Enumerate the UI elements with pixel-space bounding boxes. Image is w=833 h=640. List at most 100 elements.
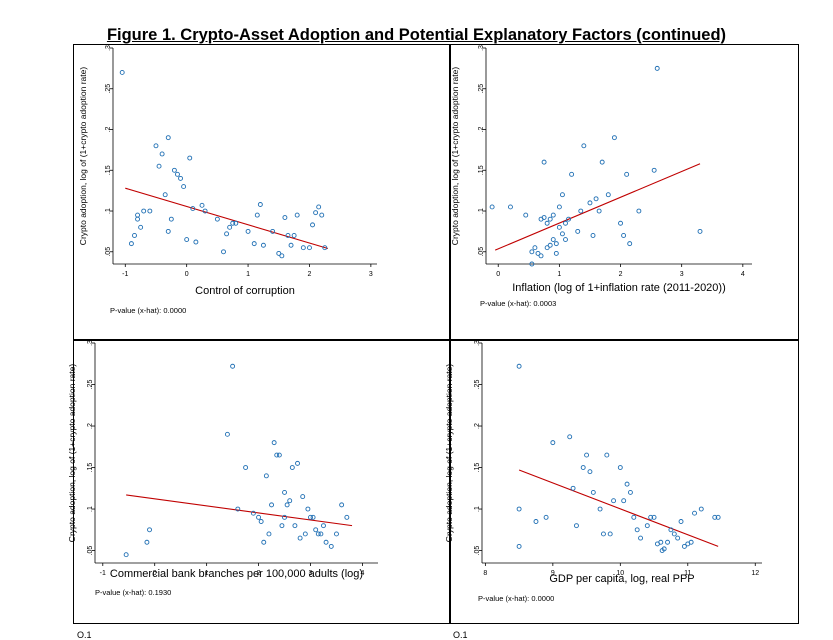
data-point: [607, 531, 613, 537]
data-point: [590, 489, 596, 495]
data-point: [574, 523, 579, 529]
y-tick-label: .05: [474, 546, 481, 556]
data-point: [567, 434, 573, 440]
data-point: [617, 465, 623, 470]
data-point: [245, 228, 251, 234]
y-axis-label: Crypto adoption, log of (1+crypto adopti…: [444, 364, 454, 543]
fit-line: [125, 187, 329, 250]
data-point: [279, 523, 285, 529]
data-point: [593, 196, 599, 202]
data-point: [168, 216, 174, 222]
data-point: [533, 519, 539, 524]
data-point: [307, 245, 312, 251]
y-axis-label: Crypto adoption, log of (1+crypto adopti…: [450, 67, 460, 246]
data-point: [230, 363, 236, 369]
data-point: [221, 249, 226, 255]
panel-frame: [450, 340, 799, 624]
data-point: [295, 460, 300, 466]
data-point: [260, 242, 266, 248]
y-tick-label: .05: [478, 247, 485, 257]
data-point: [543, 514, 549, 520]
data-point: [544, 245, 550, 251]
data-point: [250, 510, 256, 516]
data-point: [271, 440, 277, 446]
data-point: [597, 506, 603, 512]
data-point: [227, 224, 233, 230]
data-point: [233, 220, 239, 226]
x-tick-label: 0: [496, 271, 500, 278]
data-point: [313, 527, 319, 533]
y-tick-label: .15: [105, 165, 112, 175]
data-point: [269, 502, 275, 508]
data-point: [178, 175, 183, 181]
y-tick-label: .1: [474, 506, 481, 512]
y-tick-label: .2: [105, 126, 112, 132]
data-point: [202, 208, 208, 214]
figure-title: Figure 1. Crypto-Asset Adoption and Pote…: [106, 26, 727, 44]
data-point: [282, 514, 287, 520]
y-tick-label: .25: [87, 380, 94, 390]
data-point: [681, 543, 687, 549]
data-point: [544, 220, 550, 226]
y-tick-label: .2: [474, 423, 481, 429]
x-tick-label: 9: [551, 570, 555, 577]
data-point: [600, 531, 606, 537]
data-point: [541, 159, 547, 165]
data-point: [559, 192, 565, 198]
data-point: [300, 245, 306, 251]
data-point: [285, 233, 291, 238]
data-point: [276, 250, 282, 256]
data-point: [697, 228, 703, 234]
data-point: [282, 215, 288, 220]
fit-line: [518, 469, 719, 547]
fit-line: [494, 163, 701, 251]
data-point: [550, 212, 556, 218]
y-tick-label: .15: [474, 463, 481, 473]
data-point: [590, 233, 596, 238]
data-point: [563, 237, 568, 242]
data-point: [547, 216, 553, 222]
data-point: [570, 485, 576, 491]
data-point: [563, 220, 568, 226]
data-point: [230, 220, 236, 226]
chart-panel-3: .05 .1 .15 .2 .25 .3 -1 0 1 2 3 4 Crypto adoption, l…: [67, 340, 378, 597]
data-point: [627, 241, 633, 247]
next-panel-axis-label-left: O.1: [77, 630, 92, 640]
data-point: [147, 208, 153, 214]
data-point: [266, 531, 272, 537]
data-point: [316, 204, 322, 210]
data-point: [627, 489, 633, 495]
data-point: [587, 200, 593, 206]
data-point: [661, 546, 667, 552]
data-point: [294, 212, 300, 218]
x-tick-label: 4: [741, 271, 745, 278]
data-point: [581, 143, 587, 149]
data-point: [270, 228, 276, 234]
data-point: [144, 539, 150, 545]
data-point: [308, 514, 313, 520]
data-point: [282, 489, 287, 495]
data-point: [698, 506, 704, 512]
chart-panel-1: .05 .1 .15 .2 .25 .3 -1 0 1 2 3 Crypto adoption, lo…: [78, 45, 377, 315]
data-point: [292, 523, 298, 529]
data-point: [538, 253, 544, 259]
data-point: [318, 531, 324, 537]
data-point: [193, 239, 199, 245]
data-point: [651, 167, 657, 173]
data-point: [559, 231, 565, 237]
data-point: [135, 212, 141, 218]
data-point: [578, 208, 584, 214]
data-point: [138, 224, 144, 230]
y-axis-label: Crypto adoption, log of (1+crypto adopti…: [78, 67, 88, 246]
data-point: [256, 514, 262, 520]
next-panel-axis-label-right: O.1: [453, 630, 468, 640]
panel-frame: [73, 340, 450, 624]
y-tick-label: .25: [105, 84, 112, 94]
data-point: [651, 514, 657, 520]
data-point: [263, 473, 269, 479]
data-point: [604, 452, 610, 458]
data-point: [621, 498, 627, 504]
data-point: [135, 216, 141, 222]
data-point: [235, 506, 241, 512]
